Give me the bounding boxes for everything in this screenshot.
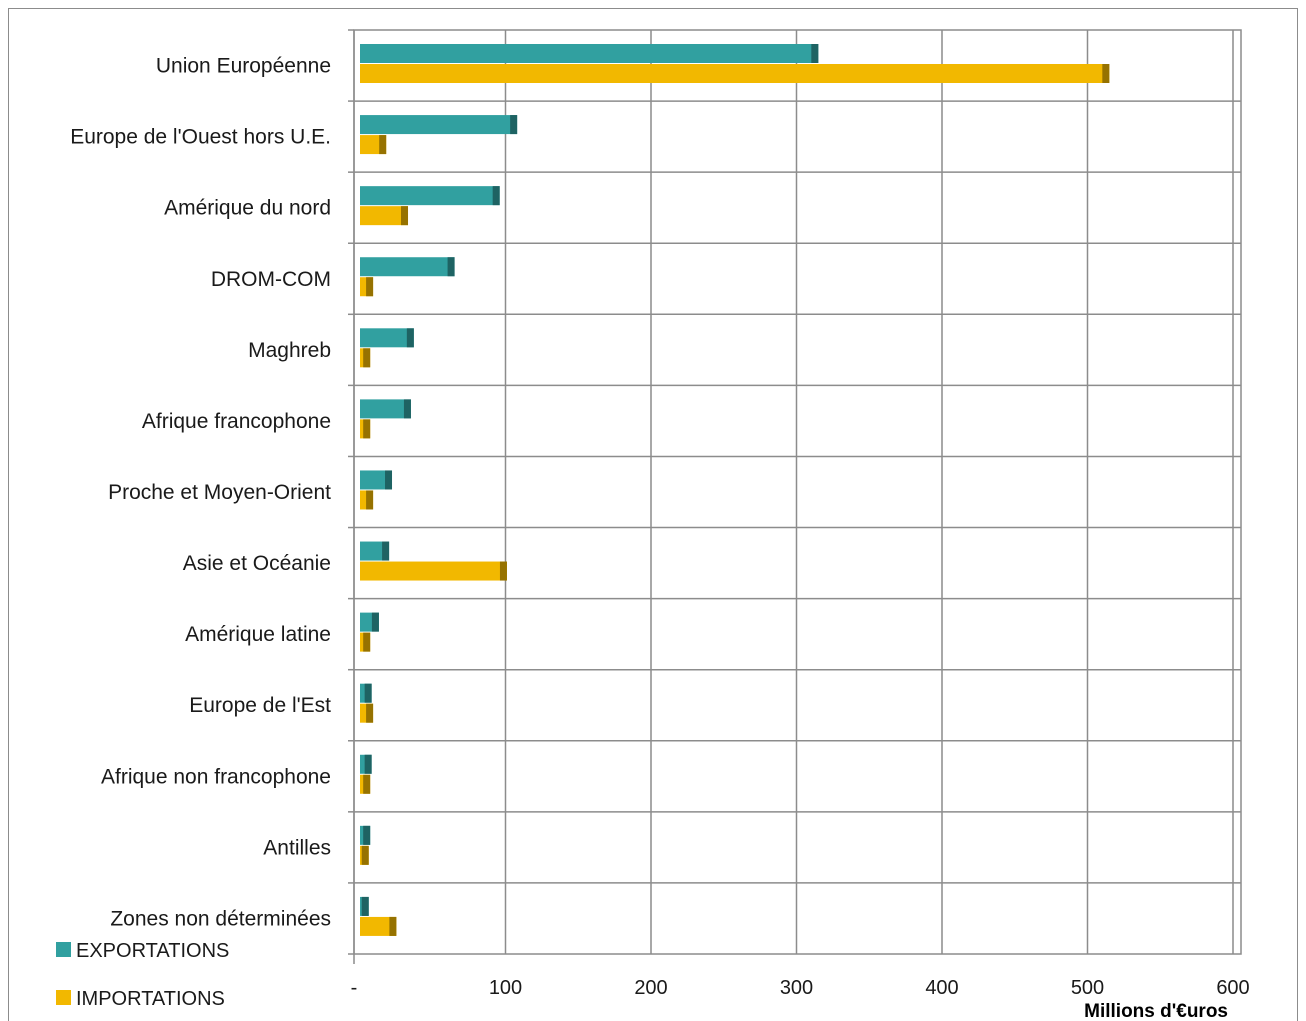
category-label: Proche et Moyen-Orient: [108, 481, 331, 504]
category-label: Afrique francophone: [142, 410, 331, 433]
legend-swatch-exportations: [56, 942, 71, 957]
category-label: Amérique latine: [185, 623, 331, 646]
bar-exportations: [360, 683, 372, 703]
category-label: DROM-COM: [211, 268, 331, 291]
category-label: Europe de l'Ouest hors U.E.: [70, 126, 331, 149]
bar-end: [364, 754, 372, 774]
bar-exportations: [360, 186, 500, 206]
bar-importations: [360, 845, 369, 865]
bar-exportations: [360, 115, 518, 135]
bar-end: [1102, 64, 1110, 83]
bar-end: [361, 845, 369, 865]
bar-exportations: [360, 825, 371, 845]
bar-face: [360, 257, 455, 277]
x-tick-label: 300: [780, 977, 813, 999]
legend-item-importations: IMPORTATIONS: [56, 988, 225, 1010]
bar-end: [364, 683, 372, 703]
bar-end: [366, 490, 374, 510]
category-label: Maghreb: [248, 339, 331, 362]
bar-exportations: [360, 44, 819, 63]
chart-frame: [8, 8, 1298, 1021]
bar-face: [360, 64, 1110, 83]
category-labels: Union Européenne Europe de l'Ouest hors U…: [70, 55, 331, 931]
bar-end: [406, 328, 414, 348]
bar-end: [492, 186, 500, 206]
category-label: Union Européenne: [156, 55, 331, 78]
bar-exportations: [360, 257, 455, 277]
bar-end: [366, 277, 374, 297]
legend: EXPORTATIONS IMPORTATIONS: [56, 940, 229, 1010]
bar-face: [360, 541, 390, 561]
x-axis-title: Millions d'€uros: [1084, 1001, 1228, 1021]
bar-face: [360, 44, 819, 63]
bar-exportations: [360, 896, 369, 916]
bar-importations: [360, 703, 374, 723]
bar-face: [360, 399, 411, 419]
bar-face: [360, 328, 414, 348]
bar-end: [382, 541, 390, 561]
bar-exportations: [360, 541, 390, 561]
bar-end: [510, 115, 518, 135]
bar-importations: [360, 135, 387, 155]
bar-end: [403, 399, 411, 419]
category-label: Asie et Océanie: [183, 552, 331, 575]
x-tick-label: 600: [1216, 977, 1249, 999]
bar-importations: [360, 206, 409, 226]
x-tick-labels: - 100 200 300 400 500 600: [351, 977, 1250, 999]
category-label: Afrique non francophone: [101, 765, 331, 788]
bar-end: [363, 632, 371, 652]
bar-end: [363, 348, 371, 368]
plot-area: [354, 30, 1241, 954]
x-tick-label: 100: [489, 977, 522, 999]
bar-end: [811, 44, 819, 63]
bar-importations: [360, 277, 374, 297]
bar-exportations: [360, 470, 393, 490]
legend-item-exportations: EXPORTATIONS: [56, 940, 229, 962]
x-tick-label: 200: [634, 977, 667, 999]
bar-exportations: [360, 612, 379, 632]
bar-end: [361, 896, 369, 916]
bar-importations: [360, 916, 397, 936]
bar-exportations: [360, 328, 414, 348]
bar-importations: [360, 774, 371, 794]
legend-swatch-importations: [56, 990, 71, 1005]
x-tick-label: -: [351, 977, 358, 999]
category-label: Amérique du nord: [164, 197, 331, 220]
x-tick-label: 500: [1071, 977, 1104, 999]
bar-end: [447, 257, 455, 277]
legend-label-exportations: EXPORTATIONS: [76, 940, 229, 962]
bar-exportations: [360, 399, 411, 419]
bar-end: [499, 561, 507, 581]
bar-face: [360, 470, 393, 490]
bar-face: [360, 916, 397, 936]
legend-label-importations: IMPORTATIONS: [76, 988, 225, 1010]
gridlines: [348, 29, 1242, 964]
bar-end: [363, 774, 371, 794]
bar-end: [363, 419, 371, 439]
bar-exportations: [360, 754, 372, 774]
bar-importations: [360, 419, 371, 439]
bar-face: [360, 561, 507, 581]
bar-importations: [360, 632, 371, 652]
bar-importations: [360, 348, 371, 368]
category-label: Europe de l'Est: [189, 694, 331, 717]
bar-end: [363, 825, 371, 845]
category-label: Antilles: [263, 836, 331, 859]
bar-face: [360, 115, 518, 135]
bar-end: [379, 135, 387, 155]
bar-end: [389, 916, 397, 936]
bar-end: [385, 470, 393, 490]
bar-end: [371, 612, 379, 632]
bar-face: [360, 186, 500, 206]
bar-face: [360, 206, 409, 226]
bar-importations: [360, 490, 374, 510]
x-tick-label: 400: [925, 977, 958, 999]
bar-importations: [360, 64, 1110, 83]
bar-importations: [360, 561, 507, 581]
bar-end: [366, 703, 374, 723]
category-label: Zones non déterminées: [110, 907, 331, 930]
bars: [360, 44, 1110, 936]
bar-end: [401, 206, 409, 226]
